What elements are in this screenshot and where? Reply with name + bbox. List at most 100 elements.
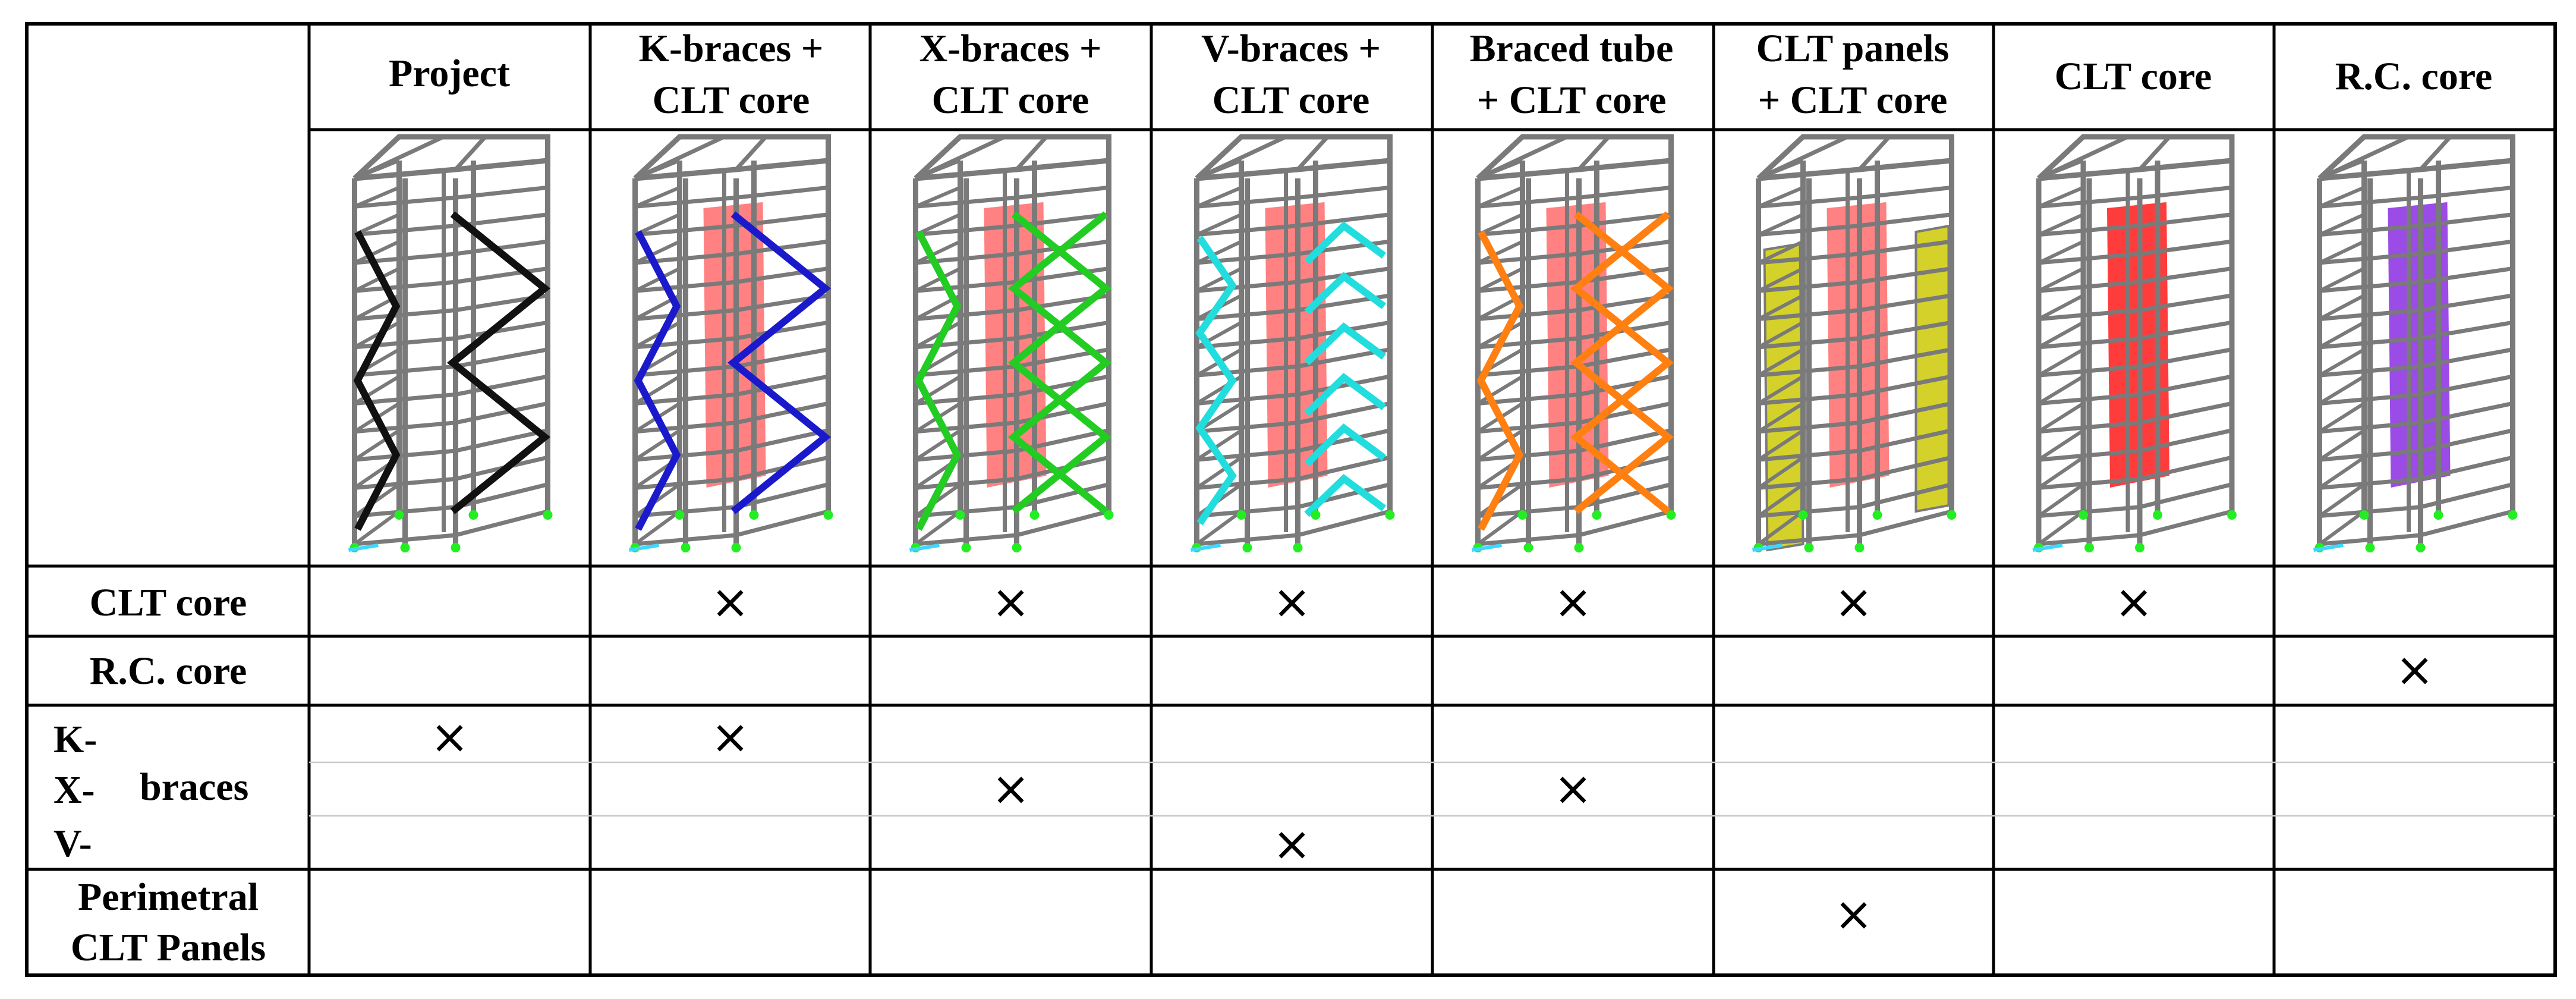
brace-left [634,230,681,531]
floor-beam [915,186,961,209]
row-labels: CLT core R.C. core K- X- V- braces Perim… [53,581,266,969]
floor-beam [354,476,456,490]
floor-beam [1476,510,1524,546]
floor-beam [1757,455,1805,489]
floor-beam [1757,483,1805,518]
roof-truss [1758,134,1848,181]
support-node [2433,510,2443,520]
model-image-project [348,134,553,552]
floor-beam [1859,185,1952,200]
floor-beam [1478,533,1579,546]
floor-beam [455,266,549,284]
support-node [543,510,553,520]
clt-panel-left [1763,242,1805,552]
support-node [1854,543,1865,552]
floor-beam [2038,420,2140,434]
floor-beam [914,510,962,546]
floor-beam [1477,213,1523,237]
roof-truss [1015,135,1048,171]
floor-beam [634,375,681,406]
floor-beam [354,533,456,546]
floor-beam [1758,448,1860,462]
roof-truss [2036,134,2235,181]
floor-beam [1757,429,1805,461]
floor-beam [2139,212,2232,228]
roof-truss [2418,135,2452,171]
floor-beam [1579,212,1671,228]
floor-beam [1298,185,1390,200]
floor-beam [2420,455,2514,481]
floor-beam [736,239,829,256]
v-brace [1304,272,1387,315]
floor-beam [1016,482,1110,510]
floor-beam [915,195,1017,209]
floor-beam [635,505,736,519]
floor-beam [2038,294,2084,321]
floor-beam [1016,266,1110,284]
floor-beam [2319,279,2421,293]
floor-beam [2038,266,2084,293]
floor-beam [354,279,456,293]
floor-beam [2038,476,2140,490]
mark-clt-core-col-4: × [1554,576,1592,629]
floor-beam [915,505,1017,519]
floor-beam [1196,336,1298,350]
floor-beam [1478,336,1579,350]
floor-beam [1758,533,1860,546]
roof-truss [354,134,445,181]
floor-beam [1196,505,1298,519]
floor-beam [1297,455,1391,481]
floor-beam [1758,266,1804,293]
row-label-rc-core: R.C. core [90,649,247,693]
column-headers: Project K-braces + CLT core X-braces + CLT… [389,27,2492,122]
v-brace [1304,474,1387,517]
floor-beam [1478,279,1579,293]
floor-beam [1757,401,1805,433]
floor-beam [2139,509,2232,538]
floor-beam [2038,195,2140,209]
floor-beam [2038,510,2084,546]
model-image-x-braces-clt-core [909,134,1114,552]
floor-beam [2318,455,2366,489]
floor-beam [634,186,681,209]
floor-beam [2319,392,2421,406]
floor-beam [2038,448,2140,462]
floor-beam [1016,509,1110,538]
support-node [1385,510,1395,520]
floor-beam [2318,401,2366,433]
floor-beam [915,476,1017,490]
floor-beam [2038,186,2084,209]
support-node [1029,510,1040,520]
header-x-braces-clt-core: X-braces + CLT core [919,27,1101,122]
support-node [2227,510,2237,520]
floor-beam [1758,224,1860,237]
roof-truss [1476,134,1674,181]
floor-beam [1859,293,1953,312]
floor-beam [1757,510,1805,546]
mark-clt-core-col-6: × [2114,576,2153,629]
support-node [2079,510,2088,520]
floor-beam [2038,213,2084,237]
floor-beam [2038,483,2084,518]
brace-right [727,211,832,514]
floor-beam [354,420,456,434]
header-braced-tube-clt-core: Braced tube + CLT core [1470,27,1674,122]
floor-beam [2038,252,2140,265]
row-label-v: V- [53,822,92,865]
floor-beam [1859,212,1952,228]
support-node [468,510,478,520]
floor-beam [2139,428,2232,453]
floor-beam [354,224,456,237]
brace-right [1570,211,1674,514]
floor-beam [1478,195,1579,209]
support-node [1872,510,1882,520]
floor-beam [1298,212,1390,228]
floor-beam [2139,482,2232,510]
floor-beam [2319,252,2421,265]
model-image-k-braces-clt-core [629,134,833,552]
support-node [1592,510,1602,520]
floor-beam [2038,429,2084,461]
floor-beam [1758,321,1804,349]
floor-beam [354,240,400,265]
